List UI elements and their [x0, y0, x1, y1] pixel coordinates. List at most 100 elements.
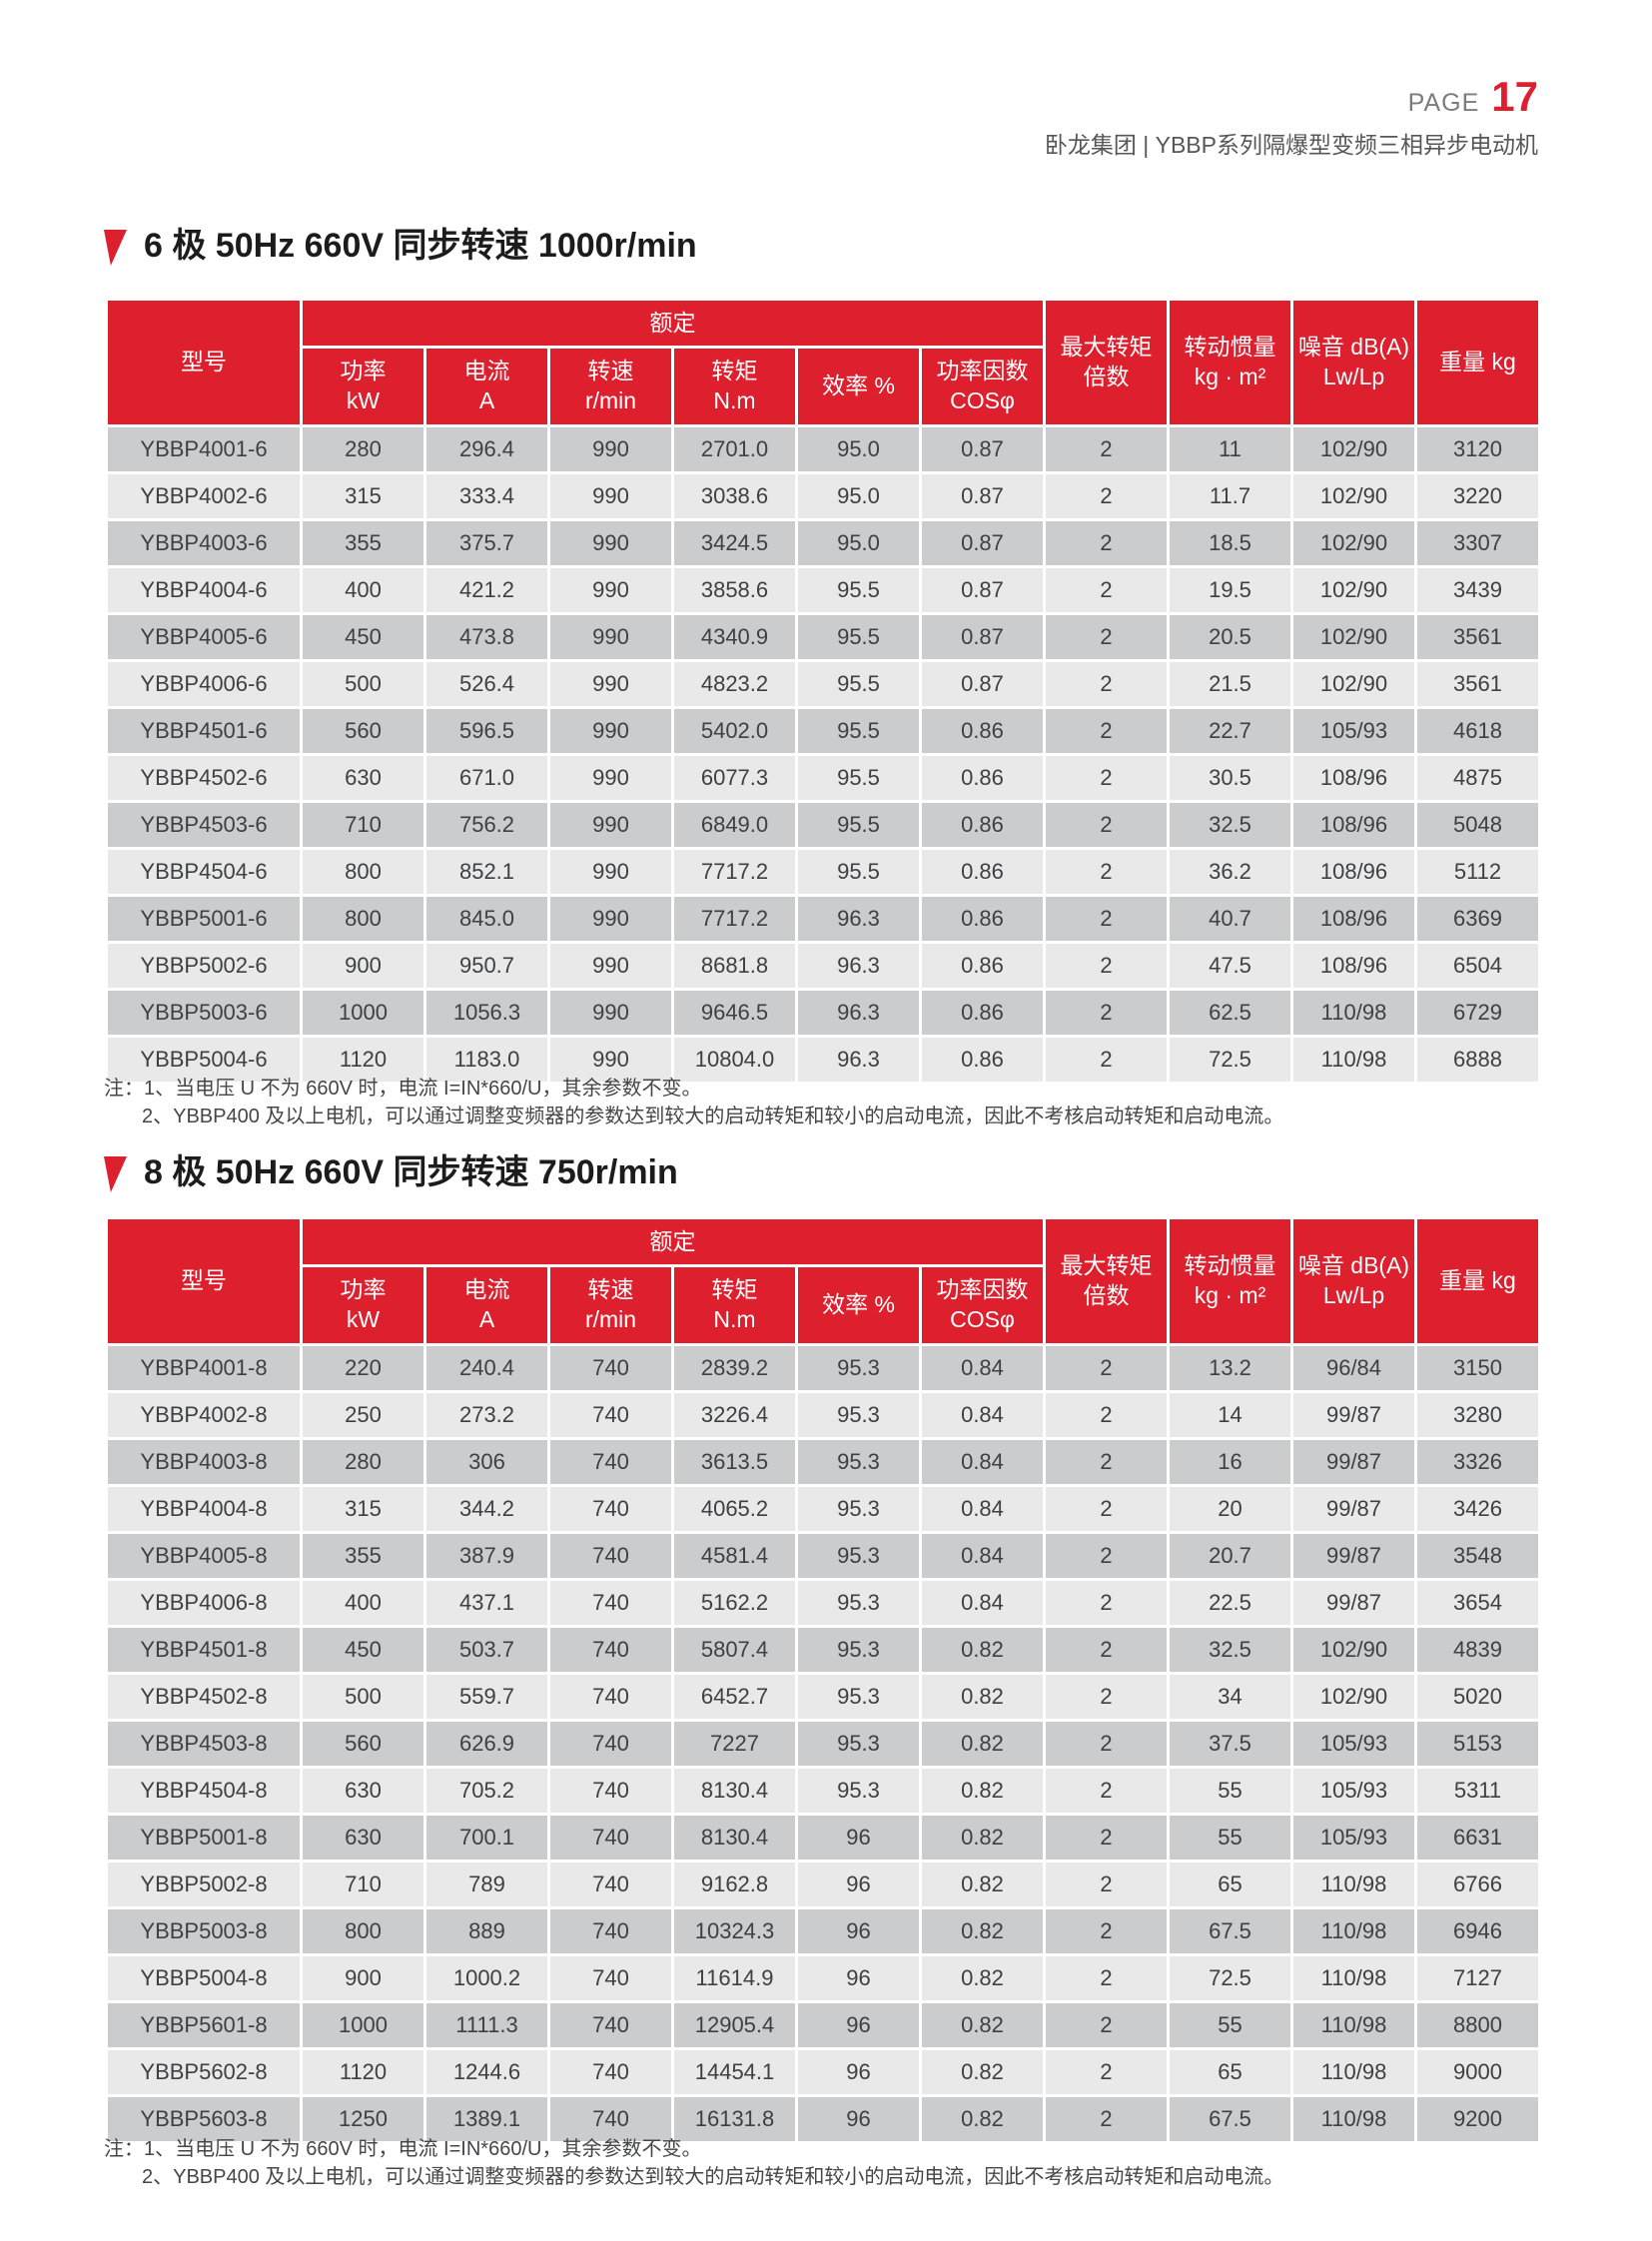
model-cell: YBBP4005-8: [105, 1531, 303, 1581]
value-cell: 375.7: [423, 518, 550, 568]
value-cell: 990: [547, 424, 674, 474]
value-cell: 789: [423, 1860, 550, 1909]
value-cell: 626.9: [423, 1719, 550, 1769]
model-cell: YBBP4001-8: [105, 1343, 303, 1393]
table-row: YBBP5003-6 1000 1056.3 990 9646.5 96.3 0.86 2 62…: [105, 988, 1541, 1038]
value-cell: 500: [300, 659, 426, 709]
value-cell: 55: [1167, 2000, 1293, 2050]
value-cell: 4618: [1414, 706, 1541, 756]
value-cell: 740: [547, 1343, 674, 1393]
value-cell: 62.5: [1167, 988, 1293, 1038]
value-cell: 0.82: [919, 1766, 1046, 1816]
value-cell: 6766: [1414, 1860, 1541, 1909]
page-label: PAGE: [1407, 89, 1480, 117]
col-header-speed: 转速 r/min: [547, 346, 674, 427]
value-cell: 421.2: [423, 565, 550, 615]
value-cell: 845.0: [423, 894, 550, 944]
value-cell: 740: [547, 2094, 674, 2144]
value-cell: 72.5: [1167, 1035, 1293, 1085]
model-cell: YBBP5004-6: [105, 1035, 303, 1085]
model-cell: YBBP4002-6: [105, 471, 303, 521]
value-cell: 2: [1043, 1390, 1170, 1440]
value-cell: 20: [1167, 1484, 1293, 1534]
model-cell: YBBP4504-8: [105, 1766, 303, 1816]
value-cell: 110/98: [1290, 2000, 1417, 2050]
note-line: 2、YBBP400 及以上电机，可以通过调整变频器的参数达到较大的启动转矩和较小…: [142, 2166, 1284, 2188]
value-cell: 0.87: [919, 424, 1046, 474]
value-cell: 473.8: [423, 612, 550, 662]
value-cell: 95.3: [795, 1766, 922, 1816]
value-cell: 740: [547, 1484, 674, 1534]
value-cell: 437.1: [423, 1578, 550, 1628]
value-cell: 102/90: [1290, 518, 1417, 568]
value-cell: 5020: [1414, 1672, 1541, 1722]
table-row: YBBP4503-6 710 756.2 990 6849.0 95.5 0.86 2 32.5…: [105, 800, 1541, 850]
value-cell: 0.82: [919, 1625, 1046, 1675]
col-header-inertia: 转动惯量 kg · m²: [1167, 298, 1293, 427]
table-row: YBBP4004-6 400 421.2 990 3858.6 95.5 0.87 2 19.5…: [105, 565, 1541, 615]
value-cell: 55: [1167, 1766, 1293, 1816]
value-cell: 10324.3: [671, 1906, 798, 1956]
value-cell: 0.86: [919, 988, 1046, 1038]
value-cell: 110/98: [1290, 1035, 1417, 1085]
value-cell: 105/93: [1290, 1813, 1417, 1863]
value-cell: 95.3: [795, 1390, 922, 1440]
value-cell: 756.2: [423, 800, 550, 850]
value-cell: 0.86: [919, 847, 1046, 897]
value-cell: 740: [547, 1625, 674, 1675]
value-cell: 102/90: [1290, 659, 1417, 709]
value-cell: 950.7: [423, 941, 550, 991]
value-cell: 2839.2: [671, 1343, 798, 1393]
value-cell: 280: [300, 1437, 426, 1487]
value-cell: 2: [1043, 1625, 1170, 1675]
table-row: YBBP4001-8 220 240.4 740 2839.2 95.3 0.84 2 13.2…: [105, 1343, 1541, 1393]
value-cell: 990: [547, 941, 674, 991]
value-cell: 526.4: [423, 659, 550, 709]
value-cell: 990: [547, 706, 674, 756]
table-row: YBBP5603-8 1250 1389.1 740 16131.8 96 0.82 2 67.…: [105, 2094, 1541, 2144]
value-cell: 2: [1043, 2094, 1170, 2144]
value-cell: 95.5: [795, 659, 922, 709]
value-cell: 55: [1167, 1813, 1293, 1863]
table-row: YBBP4503-8 560 626.9 740 7227 95.3 0.82 2 37.5 10…: [105, 1719, 1541, 1769]
value-cell: 21.5: [1167, 659, 1293, 709]
value-cell: 355: [300, 518, 426, 568]
value-cell: 4340.9: [671, 612, 798, 662]
value-cell: 95.5: [795, 847, 922, 897]
value-cell: 14: [1167, 1390, 1293, 1440]
table-notes: 注：1、当电压 U 不为 660V 时，电流 I=IN*660/U，其余参数不变…: [104, 1075, 1283, 1130]
value-cell: 250: [300, 1390, 426, 1440]
model-cell: YBBP5004-8: [105, 1953, 303, 2003]
value-cell: 2: [1043, 424, 1170, 474]
value-cell: 0.82: [919, 2000, 1046, 2050]
value-cell: 2: [1043, 894, 1170, 944]
value-cell: 3226.4: [671, 1390, 798, 1440]
value-cell: 2: [1043, 1672, 1170, 1722]
model-cell: YBBP4003-8: [105, 1437, 303, 1487]
value-cell: 96: [795, 2047, 922, 2097]
value-cell: 0.82: [919, 1672, 1046, 1722]
model-cell: YBBP5003-8: [105, 1906, 303, 1956]
note-line: 2、YBBP400 及以上电机，可以通过调整变频器的参数达到较大的启动转矩和较小…: [142, 1106, 1284, 1127]
value-cell: 3424.5: [671, 518, 798, 568]
value-cell: 0.86: [919, 753, 1046, 803]
value-cell: 96: [795, 1906, 922, 1956]
value-cell: 3326: [1414, 1437, 1541, 1487]
company-line: 卧龙集团 | YBBP系列隔爆型变频三相异步电动机: [1044, 132, 1538, 158]
table-row: YBBP4003-8 280 306 740 3613.5 95.3 0.84 2 16 99/8…: [105, 1437, 1541, 1487]
value-cell: 96.3: [795, 988, 922, 1038]
model-cell: YBBP4501-8: [105, 1625, 303, 1675]
value-cell: 0.82: [919, 1813, 1046, 1863]
value-cell: 2: [1043, 941, 1170, 991]
value-cell: 710: [300, 1860, 426, 1909]
value-cell: 2: [1043, 706, 1170, 756]
model-cell: YBBP4503-6: [105, 800, 303, 850]
value-cell: 102/90: [1290, 612, 1417, 662]
value-cell: 560: [300, 706, 426, 756]
value-cell: 990: [547, 612, 674, 662]
value-cell: 95.3: [795, 1578, 922, 1628]
value-cell: 95.5: [795, 565, 922, 615]
spec-table-6pole: 型号 额定 最大转矩 倍数 转动惯量 kg · m² 噪音 dB(A) Lw/L…: [105, 298, 1541, 1085]
value-cell: 0.86: [919, 1035, 1046, 1085]
value-cell: 110/98: [1290, 1906, 1417, 1956]
